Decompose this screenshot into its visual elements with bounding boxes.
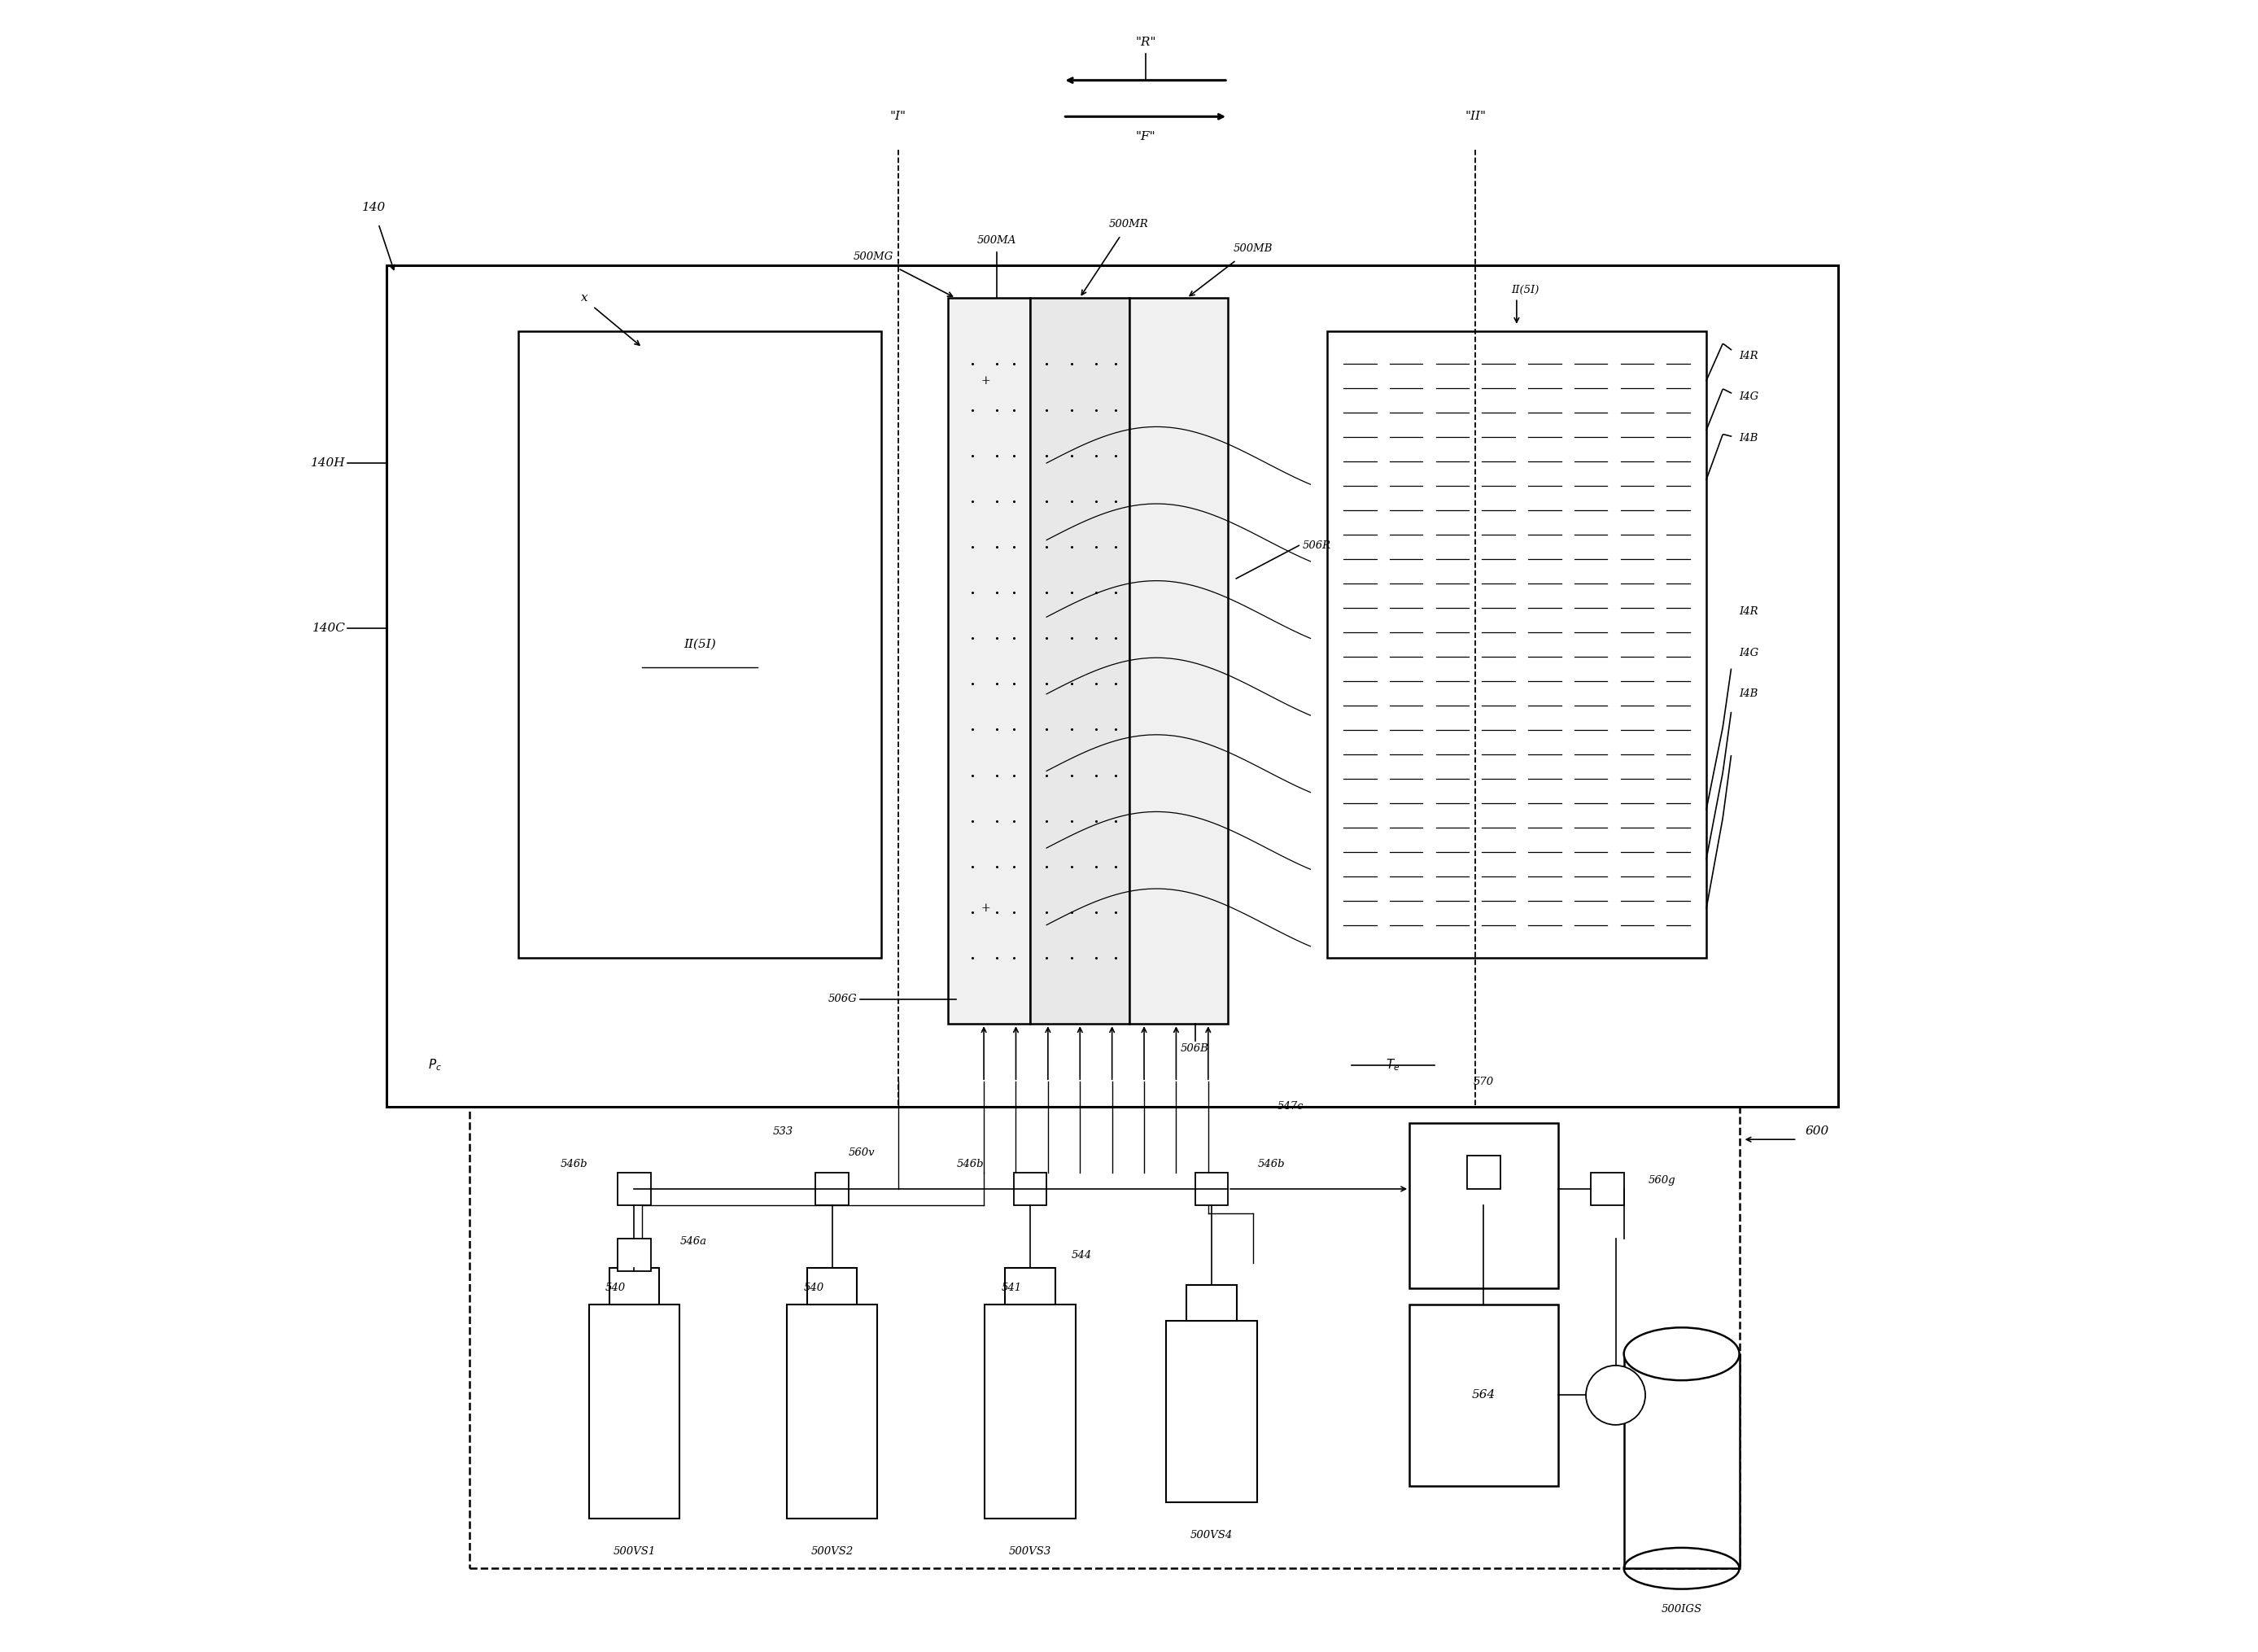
- Text: 546b: 546b: [1258, 1160, 1285, 1170]
- Text: 546b: 546b: [957, 1160, 984, 1170]
- Text: 500VS4: 500VS4: [1190, 1530, 1233, 1541]
- Bar: [786, 1305, 878, 1518]
- Text: 560g: 560g: [1648, 1176, 1675, 1186]
- Text: I4B: I4B: [1739, 433, 1759, 444]
- Bar: [1129, 297, 1228, 1024]
- Text: I4R: I4R: [1739, 350, 1759, 362]
- Text: 564: 564: [1472, 1389, 1495, 1401]
- Ellipse shape: [1624, 1328, 1739, 1381]
- Text: 140C: 140C: [312, 623, 345, 634]
- Text: 506B: 506B: [1181, 1044, 1210, 1054]
- Text: "F": "F": [1136, 131, 1156, 142]
- Text: 500MR: 500MR: [1109, 218, 1149, 230]
- Text: II(5I): II(5I): [1511, 284, 1540, 296]
- Bar: [1014, 1173, 1045, 1206]
- Bar: [984, 1305, 1075, 1518]
- Text: 540: 540: [804, 1282, 824, 1294]
- Bar: [806, 1269, 858, 1305]
- Text: II(5I): II(5I): [684, 639, 716, 651]
- Bar: [610, 1269, 659, 1305]
- Bar: [1194, 1173, 1228, 1206]
- Bar: [519, 330, 881, 958]
- Text: "R": "R": [1136, 36, 1156, 48]
- Text: I4G: I4G: [1739, 648, 1759, 657]
- Text: 562: 562: [1673, 1332, 1694, 1343]
- Bar: [1468, 1156, 1499, 1189]
- Bar: [1624, 1355, 1739, 1568]
- Text: "I": "I": [890, 111, 905, 122]
- Text: 506G: 506G: [829, 995, 856, 1004]
- Text: 546b: 546b: [560, 1160, 587, 1170]
- Bar: [1328, 330, 1707, 958]
- Text: 140H: 140H: [312, 458, 345, 469]
- Text: 547c: 547c: [1278, 1102, 1303, 1112]
- Text: 541: 541: [1000, 1282, 1023, 1294]
- Text: 500VS3: 500VS3: [1009, 1546, 1052, 1558]
- Text: 500MB: 500MB: [1233, 243, 1274, 254]
- Bar: [1030, 297, 1129, 1024]
- Bar: [619, 1173, 650, 1206]
- Text: $P_c$: $P_c$: [429, 1057, 443, 1072]
- Text: +: +: [980, 902, 991, 914]
- Text: 506R: 506R: [1303, 540, 1330, 550]
- Text: 546a: 546a: [680, 1236, 707, 1247]
- Text: 533: 533: [772, 1127, 793, 1137]
- Bar: [619, 1239, 650, 1272]
- Bar: [1409, 1305, 1558, 1485]
- Text: "II": "II": [1465, 111, 1486, 122]
- Text: 500MG: 500MG: [854, 251, 894, 263]
- Text: 500IGS: 500IGS: [1662, 1604, 1703, 1616]
- Text: I4R: I4R: [1739, 606, 1759, 616]
- Bar: [589, 1305, 680, 1518]
- Text: x: x: [580, 292, 587, 304]
- Text: 570: 570: [1474, 1077, 1495, 1087]
- Text: 600: 600: [1806, 1125, 1829, 1137]
- Text: 544: 544: [1070, 1249, 1091, 1260]
- Bar: [1185, 1285, 1237, 1322]
- Circle shape: [1585, 1366, 1646, 1426]
- Bar: [948, 297, 1030, 1024]
- Text: 500MA: 500MA: [978, 235, 1016, 246]
- Bar: [1592, 1173, 1624, 1206]
- Bar: [815, 1173, 849, 1206]
- Bar: [1165, 1322, 1258, 1502]
- Text: 560v: 560v: [849, 1148, 876, 1158]
- Bar: [470, 1090, 1739, 1568]
- Text: I4G: I4G: [1739, 392, 1759, 403]
- Bar: [386, 264, 1838, 1107]
- Text: 500VS2: 500VS2: [811, 1546, 854, 1558]
- Text: $T_e$: $T_e$: [1386, 1057, 1400, 1072]
- Text: +: +: [980, 375, 991, 387]
- Text: 500VS1: 500VS1: [612, 1546, 655, 1558]
- Text: 140: 140: [361, 202, 386, 213]
- Text: 540: 540: [605, 1282, 625, 1294]
- Bar: [1409, 1123, 1558, 1289]
- Bar: [1005, 1269, 1054, 1305]
- Text: I4B: I4B: [1739, 689, 1759, 699]
